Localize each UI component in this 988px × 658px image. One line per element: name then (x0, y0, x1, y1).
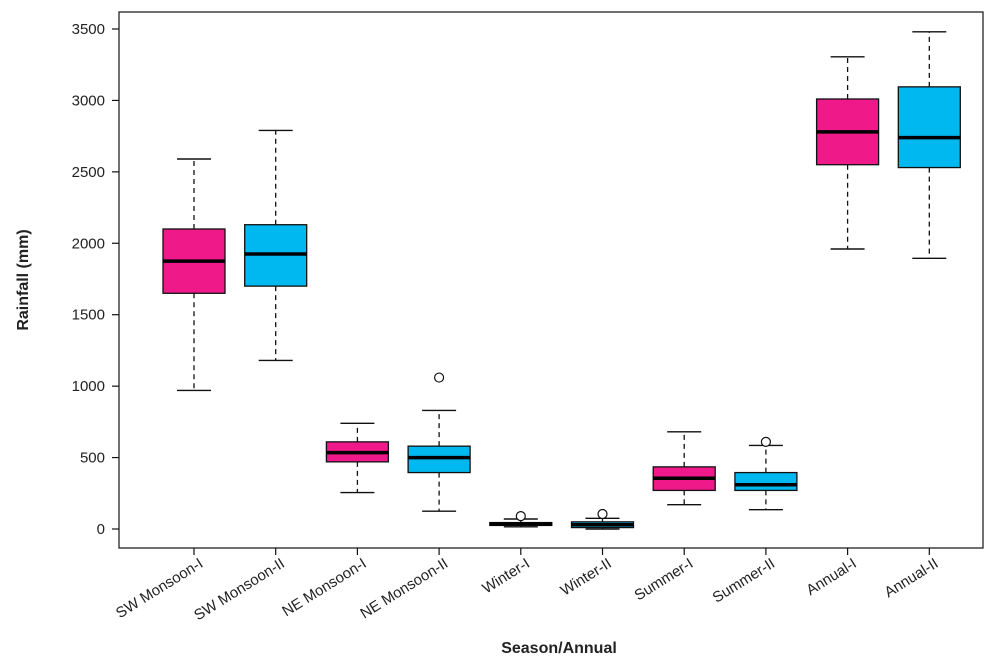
outlier-point (515, 511, 526, 522)
x-tick-label: NE Monsoon-I (279, 555, 369, 620)
x-tick-label: Summer-I (631, 555, 696, 604)
x-tick-label: SW Monsoon-II (191, 555, 288, 624)
box-annual-i (815, 56, 880, 250)
box-sw-monsoon-ii (244, 129, 308, 362)
box-winter-ii (570, 508, 635, 530)
x-tick-label: Annual-II (881, 555, 941, 601)
box-sw-monsoon-i (162, 158, 226, 392)
y-axis: 0 500 1000 1500 2000 2500 3000 3500 (72, 21, 119, 538)
outlier-point (597, 508, 608, 520)
y-tick-label: 0 (97, 521, 105, 538)
y-tick-label: 3500 (72, 21, 105, 38)
outlier-point (760, 436, 772, 447)
x-axis-title: Season/Annual (501, 640, 617, 657)
y-tick-label: 3000 (72, 92, 105, 109)
box-summer-ii (734, 436, 798, 511)
plot-frame (118, 11, 984, 549)
box-summer-i (652, 431, 716, 506)
x-tick-label: Winter-I (479, 555, 533, 597)
outlier-point (434, 372, 445, 383)
y-tick-label: 2000 (72, 235, 105, 252)
y-tick-label: 1500 (72, 307, 105, 324)
y-tick-label: 500 (80, 450, 105, 467)
box-ne-monsoon-ii (407, 372, 471, 512)
iqr-box (734, 471, 798, 492)
box-series (162, 31, 961, 530)
x-tick-label: Summer-II (710, 555, 778, 607)
iqr-box (407, 445, 471, 474)
box-annual-ii (897, 31, 961, 259)
iqr-box (897, 86, 961, 169)
x-tick-label: NE Monsoon-II (357, 555, 451, 622)
y-tick-label: 1000 (72, 378, 105, 395)
y-tick-label: 2500 (72, 164, 105, 181)
y-axis-title: Rainfall (mm) (15, 229, 32, 330)
box-winter-i (489, 511, 553, 528)
box-ne-monsoon-i (325, 422, 390, 494)
x-tick-label: Annual-I (803, 555, 859, 599)
x-tick-label: Winter-II (558, 555, 615, 599)
